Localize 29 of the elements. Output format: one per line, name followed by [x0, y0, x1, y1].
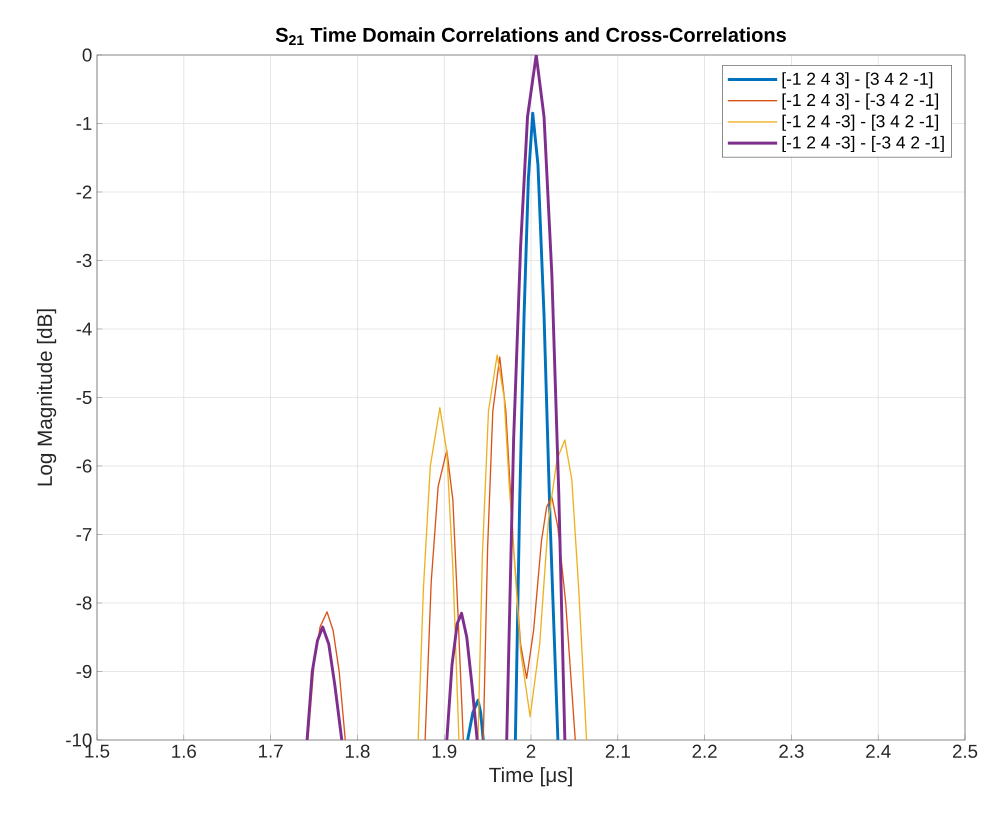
- x-tick-label: 2.2: [692, 744, 717, 758]
- legend-label: [-1 2 4 -3] - [3 4 2 -1]: [782, 114, 938, 131]
- x-axis-title: Time [μs]: [489, 767, 572, 786]
- y-axis-title: Log Magnitude [dB]: [36, 309, 56, 486]
- y-tick-label: -2: [76, 185, 92, 199]
- x-tick-label: 1.8: [346, 744, 370, 758]
- y-tick-label: -7: [76, 528, 92, 541]
- y-tick-label: -10: [66, 733, 92, 747]
- x-tick-label: 1.6: [172, 744, 196, 758]
- y-tick-label: -8: [76, 596, 92, 610]
- y-tick-label: -3: [76, 254, 92, 268]
- x-tick-label: 2.3: [779, 744, 804, 758]
- x-tick-label: 1.9: [432, 744, 456, 758]
- y-tick-label: -4: [76, 322, 92, 336]
- y-tick-label: 0: [82, 48, 92, 62]
- x-tick-label: 2.1: [606, 744, 630, 758]
- y-tick-label: -6: [76, 459, 92, 473]
- x-tick-label: 2.4: [866, 744, 891, 758]
- legend-label: [-1 2 4 -3] - [-3 4 2 -1]: [782, 136, 944, 152]
- legend-label: [-1 2 4 3] - [3 4 2 -1]: [782, 72, 932, 88]
- x-tick-label: 2.5: [952, 744, 978, 758]
- x-tick-label: 1.5: [85, 744, 110, 758]
- chart-title: S$_{21}$ Time Domain Correlations and Cross-Correlations: [276, 27, 786, 45]
- y-tick-label: -9: [76, 664, 92, 678]
- x-tick-label: 1.7: [259, 744, 283, 758]
- legend-label: [-1 2 4 3] - [-3 4 2 -1]: [782, 93, 938, 110]
- x-tick-label: 2: [526, 744, 536, 758]
- y-tick-label: -5: [76, 390, 92, 404]
- y-tick-label: -1: [76, 117, 92, 130]
